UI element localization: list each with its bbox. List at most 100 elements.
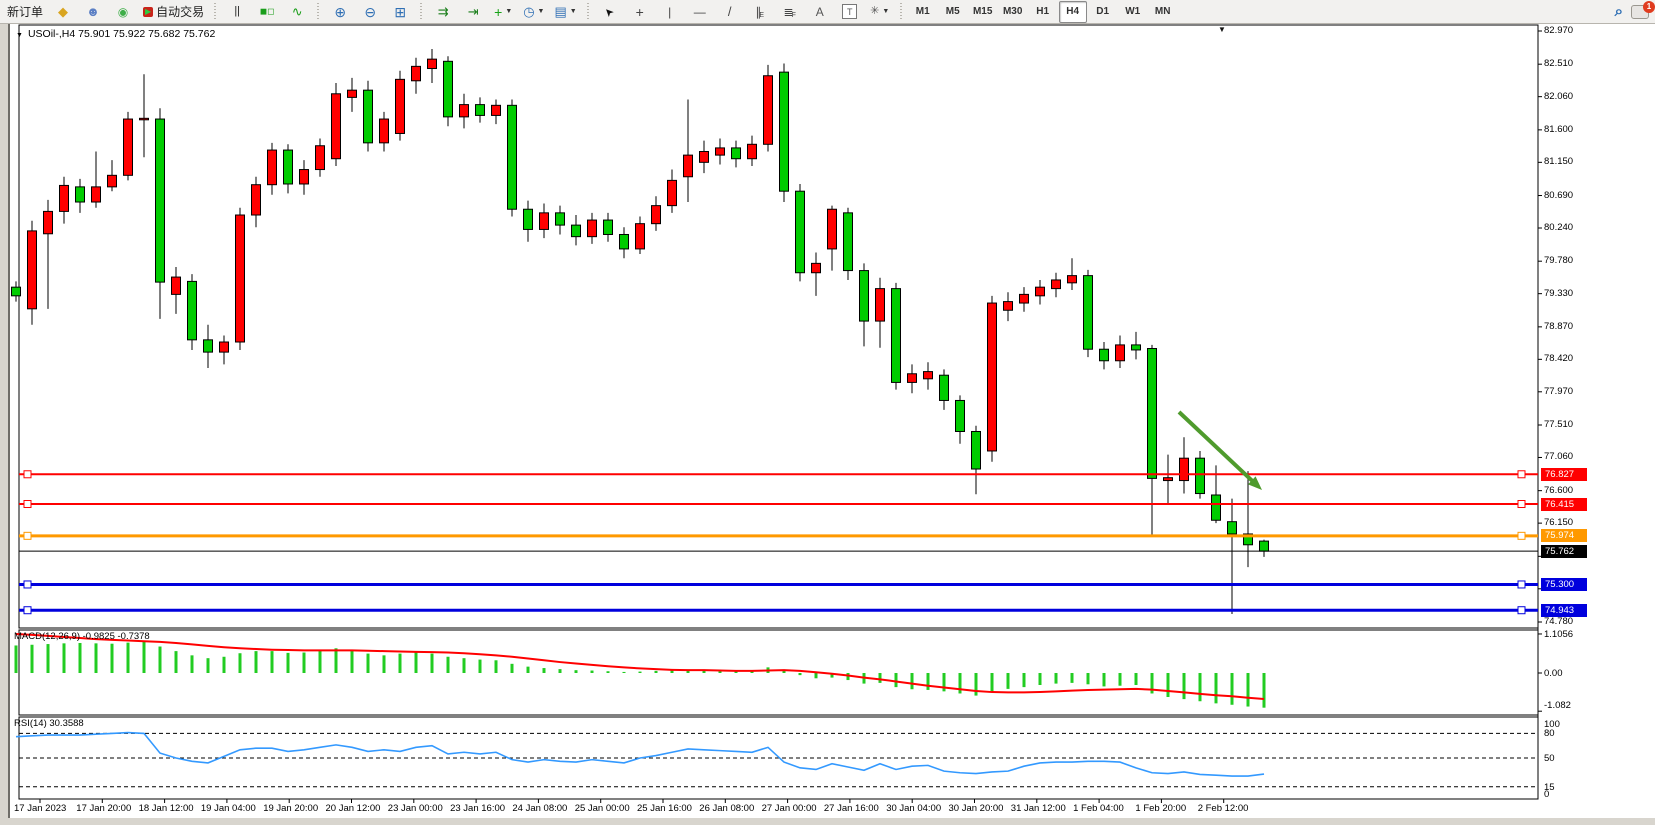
price-axis-tick-label: 76.150	[1544, 517, 1574, 529]
time-axis-label: 1 Feb 20:00	[1135, 803, 1187, 814]
horizontal-line-button[interactable]: —	[693, 4, 706, 19]
line-handle[interactable]	[23, 606, 32, 615]
timeframe-m5[interactable]: M5	[945, 6, 960, 17]
line-handle[interactable]	[1517, 580, 1526, 589]
templates-button[interactable]: ▤ ▼	[554, 4, 577, 19]
candle	[363, 89, 373, 144]
line-handle[interactable]	[1517, 606, 1526, 615]
candle	[683, 154, 693, 178]
timeframe-w1[interactable]: W1	[1125, 6, 1141, 17]
macd-histogram-bar	[606, 671, 610, 673]
price-axis-tick-label: 77.060	[1544, 451, 1574, 463]
annotation-arrow-head[interactable]	[1248, 476, 1262, 490]
annotation-arrow[interactable]	[1177, 410, 1257, 485]
add-indicator-button[interactable]: + ▼	[494, 3, 513, 20]
chart-canvas[interactable]	[10, 24, 1655, 818]
toolbar-grip	[315, 2, 323, 21]
line-handle[interactable]	[23, 531, 32, 540]
candle	[555, 212, 565, 226]
line-handle[interactable]	[1517, 470, 1526, 479]
line-handle[interactable]	[1517, 531, 1526, 540]
candle	[603, 219, 613, 235]
timeframe-h4[interactable]: H4	[1058, 0, 1087, 23]
equidistant-channel-button[interactable]: ∥ E	[755, 4, 765, 20]
macd-histogram-bar	[110, 643, 114, 673]
candle	[939, 374, 949, 401]
macd-histogram-bar	[798, 673, 802, 676]
timeframe-mn[interactable]: MN	[1154, 6, 1171, 17]
macd-histogram-bar	[942, 673, 946, 692]
signal-icon[interactable]: ◉	[117, 4, 129, 19]
timeframe-m15[interactable]: M15	[972, 6, 993, 17]
candle	[11, 286, 21, 297]
price-tag-76.415: 76.415	[1541, 497, 1587, 511]
search-icon[interactable]: ⌕	[1614, 3, 1623, 20]
tile-windows-button[interactable]: ⊞	[394, 3, 407, 20]
time-axis-label: 24 Jan 08:00	[512, 803, 568, 814]
macd-histogram-bar	[574, 670, 578, 673]
price-tag-74.943: 74.943	[1541, 603, 1587, 617]
macd-histogram-bar	[830, 673, 834, 678]
timeframe-m30[interactable]: M30	[1002, 6, 1023, 17]
macd-histogram-bar	[686, 669, 690, 673]
text-label-button[interactable]: T	[836, 1, 864, 23]
candle	[651, 205, 661, 225]
line-handle[interactable]	[23, 470, 32, 479]
line-handle[interactable]	[23, 500, 32, 509]
candle	[123, 118, 133, 176]
auto-scroll-button[interactable]: ⇉	[437, 4, 449, 19]
timeframe-m1[interactable]: M1	[915, 6, 930, 17]
candle	[1227, 521, 1237, 535]
macd-histogram-bar	[734, 670, 738, 673]
crosshair-button[interactable]: +	[635, 3, 644, 20]
timeframe-d1[interactable]: D1	[1096, 6, 1110, 17]
macd-histogram-bar	[414, 651, 418, 673]
zoom-in-button[interactable]: ⊕	[334, 3, 347, 20]
new-order-button[interactable]: 新订单	[7, 5, 44, 19]
candle	[1243, 533, 1253, 546]
rsi-axis-tick-label: 80	[1544, 728, 1555, 740]
zoom-out-button[interactable]: ⊖	[364, 3, 377, 20]
chart-title: ▼ USOil-,H4 75.901 75.922 75.682 75.762	[16, 28, 216, 40]
macd-histogram-bar	[910, 673, 914, 690]
chart-shift-button[interactable]: ⇥	[467, 4, 479, 19]
bar-chart-button[interactable]: ||	[234, 5, 241, 17]
text-button[interactable]: A	[815, 4, 824, 19]
main-toolbar: 新订单 ◆ ☻ ◉ ▶ 自动交易 || ◼◻ ∿ ⊕ ⊖ ⊞ ⇉ ⇥ + ▼ ◷ ▼ ▤ ▼ ➤ + | — / ∥ E ≣ F A T ✳ ▼…	[0, 0, 1655, 24]
candlestick-chart-button[interactable]: ◼◻	[259, 6, 275, 16]
candle	[747, 143, 757, 160]
chart-dropdown-icon[interactable]: ▼	[16, 32, 23, 39]
cursor-button[interactable]: ➤	[601, 4, 617, 20]
periods-button[interactable]: ◷ ▼	[523, 4, 545, 19]
line-handle[interactable]	[23, 580, 32, 589]
line-handle[interactable]	[1517, 500, 1526, 509]
macd-histogram-bar	[366, 653, 370, 673]
candle	[491, 104, 501, 116]
macd-histogram-bar	[526, 666, 530, 673]
chart-area[interactable]: ▼ USOil-,H4 75.901 75.922 75.682 75.762 M…	[8, 24, 1655, 818]
line-chart-button[interactable]: ∿	[291, 4, 303, 19]
notifications-icon[interactable]: 1	[1631, 0, 1655, 19]
price-axis-tick-label: 77.970	[1544, 385, 1574, 397]
candle	[1003, 301, 1013, 311]
profile-icon[interactable]: ☻	[86, 4, 100, 19]
trendline-button[interactable]: /	[727, 4, 732, 19]
macd-histogram-bar	[1086, 673, 1090, 685]
deposit-icon[interactable]: ◆	[58, 4, 69, 19]
timeframe-h1[interactable]: H1	[1036, 6, 1050, 17]
rsi-axis-tick-label: 50	[1544, 753, 1555, 764]
candle	[987, 302, 997, 452]
candle	[715, 147, 725, 156]
price-axis-tick-label: 76.600	[1544, 484, 1574, 496]
autotrading-button[interactable]: ▶ 自动交易	[143, 5, 205, 19]
time-axis-label: 30 Jan 04:00	[886, 803, 942, 814]
candle	[1179, 457, 1189, 482]
toolbar-grip	[897, 2, 905, 21]
price-axis-tick-label: 79.330	[1544, 287, 1574, 299]
vertical-line-button[interactable]: |	[668, 4, 672, 19]
arrows-button[interactable]: ✳ ▼	[870, 5, 890, 17]
macd-axis-tick-label: -1.082	[1544, 700, 1571, 711]
price-axis-tick-label: 82.060	[1544, 90, 1574, 102]
fibonacci-button[interactable]: ≣ F	[783, 4, 796, 20]
macd-histogram-bar	[382, 655, 386, 673]
